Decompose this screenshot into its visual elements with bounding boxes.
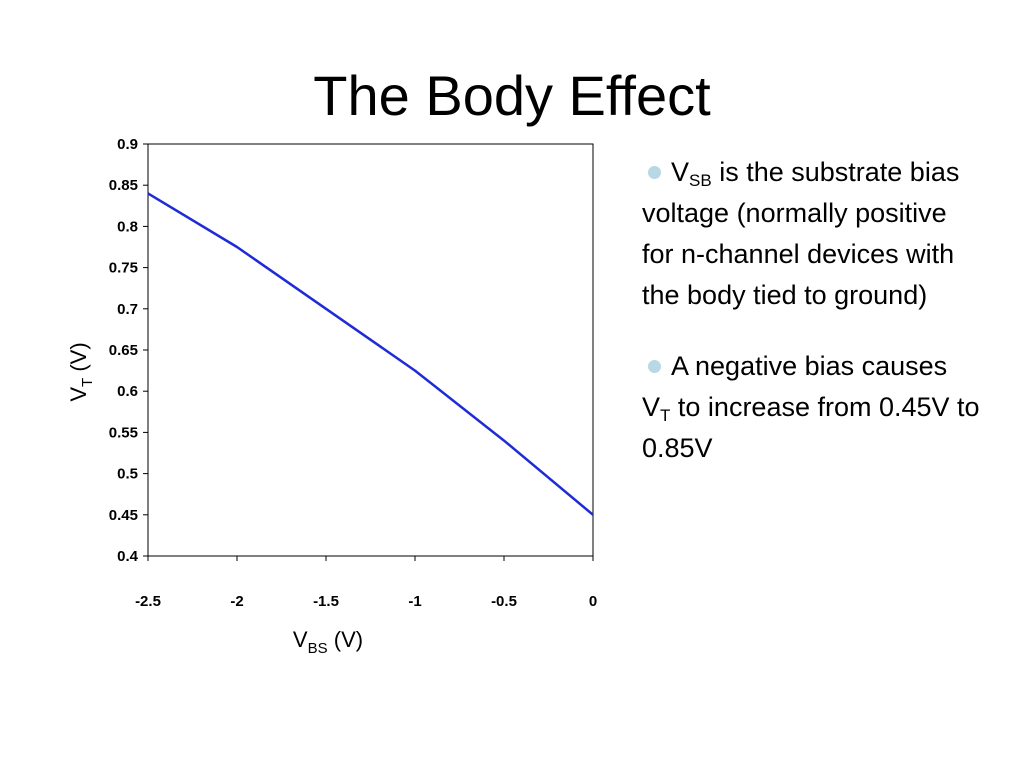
- y-axis-title-suffix: (V): [66, 342, 91, 377]
- bullet-text: to increase from 0.45V to 0.85V: [642, 392, 980, 463]
- bullet-text: V: [671, 157, 690, 187]
- vt-vs-vbs-chart: 0.9 0.85 0.8 0.75 0.7 0.65 0.6 0.55 0.5 0.45 0.4 -…: [66, 136, 597, 657]
- y-tick-label: 0.6: [117, 383, 138, 400]
- bullet-dot-icon: [648, 165, 661, 179]
- x-axis-title-sub: BS: [308, 640, 328, 657]
- y-tick-label: 0.5: [117, 466, 138, 483]
- plot-border: [147, 143, 594, 557]
- x-tick-label: 0: [589, 593, 597, 610]
- y-tick-label: 0.45: [109, 507, 138, 524]
- y-tick-label: 0.65: [109, 342, 138, 359]
- y-tick-label: 0.8: [117, 218, 138, 235]
- x-tick-label: -1: [408, 593, 421, 610]
- x-tick-label: -0.5: [491, 593, 517, 610]
- y-tick-label: 0.7: [117, 301, 138, 318]
- bullet-subscript: T: [660, 406, 671, 425]
- y-axis-title: VT (V): [66, 342, 96, 401]
- bullet-text: is the substrate bias voltage (normally …: [642, 157, 960, 310]
- series-line: [147, 192, 594, 516]
- slide-title: The Body Effect: [313, 64, 711, 127]
- bullet-item: VSB is the substrate bias voltage (norma…: [642, 152, 982, 316]
- x-tick-label: -2: [230, 593, 243, 610]
- y-tick-label: 0.85: [109, 177, 138, 194]
- y-tick-label: 0.75: [109, 260, 138, 277]
- plot-frame: [147, 143, 594, 557]
- x-axis-ticks: -2.5 -2 -1.5 -1 -0.5 0: [135, 556, 597, 610]
- x-axis-title: VBS (V): [293, 627, 363, 657]
- bullet-text: A negative bias causes V: [642, 351, 948, 422]
- x-axis-title-suffix: (V): [328, 627, 363, 652]
- bullet-list: VSB is the substrate bias voltage (norma…: [642, 152, 982, 499]
- x-tick-label: -1.5: [313, 593, 339, 610]
- y-axis-ticks: 0.9 0.85 0.8 0.75 0.7 0.65 0.6 0.55 0.5 0.45 0.4: [109, 136, 148, 565]
- y-axis-title-sub: T: [79, 378, 96, 387]
- y-tick-label: 0.9: [117, 136, 138, 153]
- y-tick-label: 0.4: [117, 548, 139, 565]
- series-layer: [147, 192, 594, 516]
- bullet-dot-icon: [648, 359, 661, 373]
- x-axis-title-main: V: [293, 627, 308, 652]
- bullet-item: A negative bias causes VT to increase fr…: [642, 346, 982, 469]
- y-tick-label: 0.55: [109, 424, 138, 441]
- bullet-subscript: SB: [689, 171, 712, 190]
- x-tick-label: -2.5: [135, 593, 161, 610]
- y-axis-title-main: V: [66, 387, 91, 402]
